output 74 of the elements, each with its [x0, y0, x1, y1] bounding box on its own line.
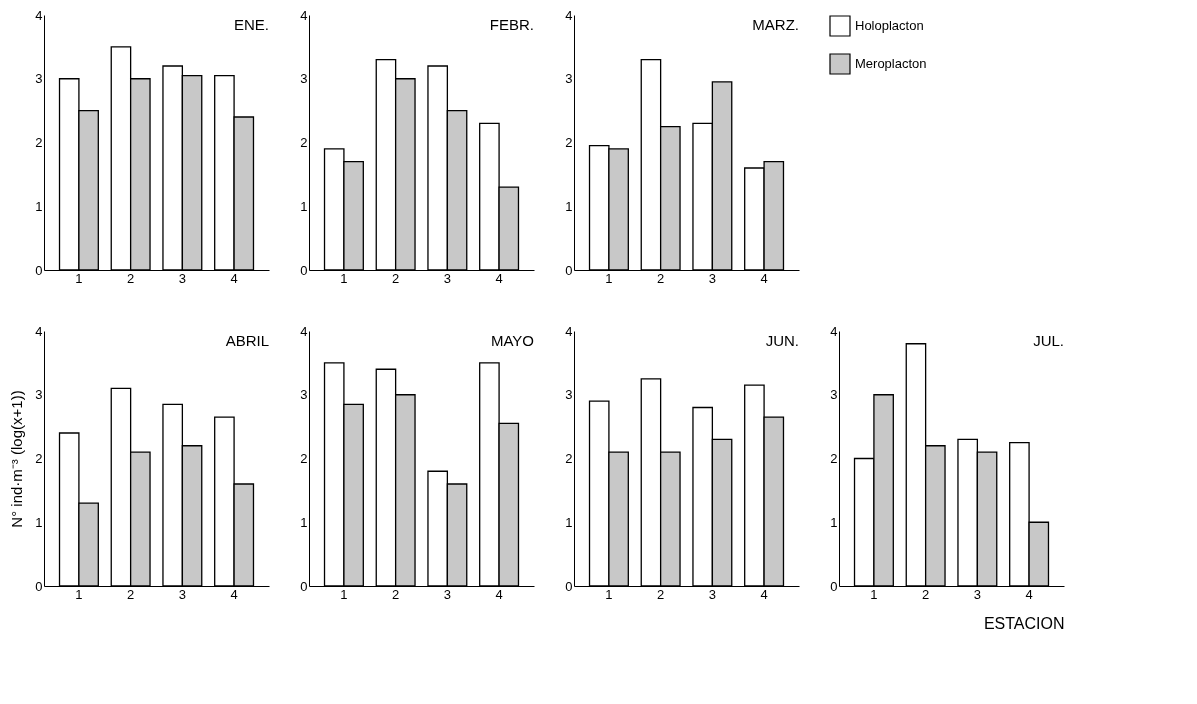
- x-tick-label: 3: [443, 270, 451, 286]
- y-tick-label: 2: [300, 135, 308, 150]
- y-tick-label: 3: [35, 71, 43, 87]
- x-tick-label: 2: [657, 270, 665, 286]
- y-tick-label: 3: [300, 387, 308, 403]
- y-tick-label: 1: [565, 514, 573, 530]
- x-tick-label: 1: [605, 270, 613, 286]
- y-tick-label: 0: [35, 578, 43, 594]
- x-tick-label: 1: [75, 586, 83, 602]
- y-tick-label: 2: [565, 135, 573, 150]
- y-tick-label: 4: [300, 323, 308, 339]
- y-tick-label: 3: [830, 387, 838, 403]
- chart-title: FEBR.: [489, 16, 534, 33]
- x-tick-label: 2: [392, 270, 400, 286]
- y-tick-label: 1: [565, 198, 573, 214]
- y-tick-label: 1: [830, 514, 838, 530]
- y-tick-label: 0: [830, 578, 838, 594]
- x-tick-label: 2: [922, 586, 930, 602]
- x-tick-label: 1: [340, 270, 348, 286]
- y-tick-label: 3: [35, 387, 43, 403]
- y-tick-label: 4: [35, 7, 43, 23]
- y-tick-label: 0: [35, 262, 43, 278]
- y-tick-label: 3: [300, 71, 308, 87]
- chart-title: JUL.: [1033, 332, 1064, 349]
- y-tick-label: 0: [565, 578, 573, 594]
- x-tick-label: 1: [870, 586, 878, 602]
- x-tick-label: 4: [495, 270, 503, 286]
- y-tick-label: 4: [565, 323, 573, 339]
- x-tick-label: 4: [1025, 586, 1033, 602]
- y-tick-label: 0: [300, 578, 308, 594]
- y-tick-label: 2: [565, 451, 573, 466]
- x-tick-label: 2: [392, 586, 400, 602]
- chart-title: JUN.: [765, 332, 799, 349]
- x-tick-label: 3: [178, 270, 186, 286]
- x-tick-label: 3: [178, 586, 186, 602]
- x-tick-label: 1: [605, 586, 613, 602]
- y-tick-label: 4: [300, 7, 308, 23]
- x-axis-title: ESTACION: [983, 614, 1065, 632]
- y-tick-label: 4: [565, 7, 573, 23]
- x-tick-label: 2: [127, 586, 135, 602]
- x-tick-label: 3: [708, 270, 716, 286]
- y-tick-label: 0: [565, 262, 573, 278]
- chart-title: ENE.: [233, 16, 269, 33]
- chart-title: MAYO: [490, 332, 534, 349]
- x-tick-label: 2: [657, 586, 665, 602]
- x-tick-label: 3: [443, 586, 451, 602]
- y-tick-label: 2: [35, 451, 43, 466]
- legend-label: Meroplacton: [855, 56, 927, 71]
- x-tick-label: 4: [760, 586, 768, 602]
- y-axis-title: N° ind·m⁻³ (log(x+1)): [8, 390, 26, 528]
- y-tick-label: 2: [35, 135, 43, 150]
- legend-label: Holoplacton: [855, 18, 924, 33]
- x-tick-label: 1: [340, 586, 348, 602]
- y-tick-label: 1: [300, 198, 308, 214]
- y-tick-label: 2: [830, 451, 838, 466]
- y-tick-label: 1: [35, 198, 43, 214]
- y-tick-label: 0: [300, 262, 308, 278]
- y-tick-label: 3: [565, 71, 573, 87]
- chart-title: ABRIL: [225, 332, 269, 349]
- y-tick-label: 1: [300, 514, 308, 530]
- chart-title: MARZ.: [752, 16, 799, 33]
- y-tick-label: 3: [565, 387, 573, 403]
- y-tick-label: 4: [830, 323, 838, 339]
- y-tick-label: 2: [300, 451, 308, 466]
- y-tick-label: 1: [35, 514, 43, 530]
- y-tick-label: 4: [35, 323, 43, 339]
- x-tick-label: 4: [760, 270, 768, 286]
- x-tick-label: 4: [495, 586, 503, 602]
- x-tick-label: 2: [127, 270, 135, 286]
- x-tick-label: 4: [230, 586, 238, 602]
- x-tick-label: 3: [973, 586, 981, 602]
- x-tick-label: 1: [75, 270, 83, 286]
- x-tick-label: 4: [230, 270, 238, 286]
- x-tick-label: 3: [708, 586, 716, 602]
